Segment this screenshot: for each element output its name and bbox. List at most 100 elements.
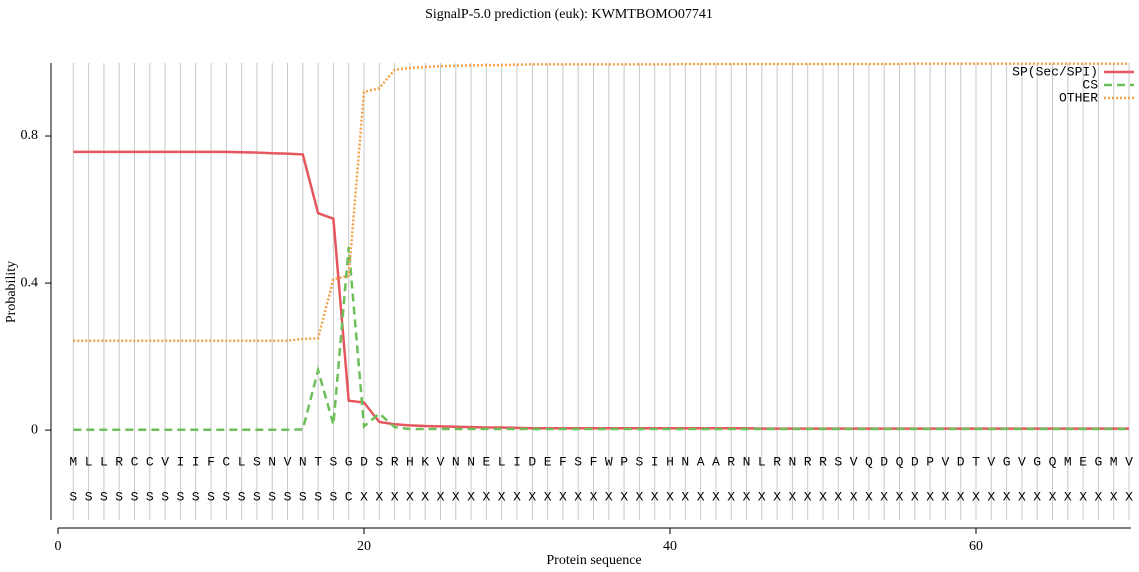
series-line (73, 150, 1129, 430)
x-tick-label: 60 (969, 539, 983, 554)
residue: P (620, 454, 628, 469)
annotation: X (620, 489, 628, 504)
annotation: X (1018, 489, 1026, 504)
x-tick-label: 20 (357, 539, 371, 554)
residue: S (635, 454, 643, 469)
residue: C (131, 454, 139, 469)
annotation: X (773, 489, 781, 504)
annotation: X (498, 489, 506, 504)
annotation: X (360, 489, 368, 504)
annotation: S (299, 489, 307, 504)
annotation: S (146, 489, 154, 504)
residue: N (788, 454, 796, 469)
annotation: X (574, 489, 582, 504)
annotation: S (314, 489, 322, 504)
annotation: X (972, 489, 980, 504)
residue: T (314, 454, 322, 469)
residue: D (957, 454, 965, 469)
annotation: X (727, 489, 735, 504)
residue: S (253, 454, 261, 469)
residue: G (1003, 454, 1011, 469)
annotation: X (926, 489, 934, 504)
annotation: X (987, 489, 995, 504)
annotation: X (1125, 489, 1133, 504)
y-tick-label: 0.8 (21, 128, 39, 143)
annotation: X (681, 489, 689, 504)
residue: K (421, 454, 429, 469)
annotation: X (804, 489, 812, 504)
annotation: S (268, 489, 276, 504)
residue: G (1033, 454, 1041, 469)
residue: N (743, 454, 751, 469)
residue: V (850, 454, 858, 469)
annotation: X (528, 489, 536, 504)
residue: E (544, 454, 552, 469)
annotation: S (329, 489, 337, 504)
annotation: X (544, 489, 552, 504)
residue: G (1094, 454, 1102, 469)
x-tick-label: 40 (663, 539, 677, 554)
residue: V (284, 454, 292, 469)
residue: V (941, 454, 949, 469)
annotation: S (238, 489, 246, 504)
residue: N (268, 454, 276, 469)
annotation: X (1110, 489, 1118, 504)
annotation: S (284, 489, 292, 504)
residue: N (681, 454, 689, 469)
residue: D (911, 454, 919, 469)
annotation: S (100, 489, 108, 504)
residue: Q (865, 454, 873, 469)
residue: M (69, 454, 77, 469)
residue: Q (1049, 454, 1057, 469)
annotation: X (865, 489, 873, 504)
residue: H (666, 454, 674, 469)
residue: F (590, 454, 598, 469)
residue: N (452, 454, 460, 469)
residue: S (834, 454, 842, 469)
residue: D (360, 454, 368, 469)
annotation: X (467, 489, 475, 504)
annotation: X (758, 489, 766, 504)
residue: S (329, 454, 337, 469)
x-axis-title: Protein sequence (546, 553, 641, 568)
y-tick-label: 0.4 (21, 275, 39, 290)
residue: V (1125, 454, 1133, 469)
annotation: X (452, 489, 460, 504)
annotation: X (941, 489, 949, 504)
legend-label: SP(Sec/SPI) (1012, 64, 1098, 79)
annotation: X (482, 489, 490, 504)
annotation: S (253, 489, 261, 504)
residue: L (758, 454, 766, 469)
annotation: X (590, 489, 598, 504)
annotation: X (1064, 489, 1072, 504)
annotation: X (712, 489, 720, 504)
annotation: X (896, 489, 904, 504)
annotation: X (697, 489, 705, 504)
residue: R (819, 454, 827, 469)
annotation: X (605, 489, 613, 504)
residue: L (85, 454, 93, 469)
residue: D (528, 454, 536, 469)
residue: N (299, 454, 307, 469)
annotation: X (421, 489, 429, 504)
annotation: X (635, 489, 643, 504)
residue: V (1018, 454, 1026, 469)
residue: P (926, 454, 934, 469)
residue: V (161, 454, 169, 469)
residue: H (406, 454, 414, 469)
residue: R (727, 454, 735, 469)
y-axis-title: Probability (4, 261, 19, 323)
residue: L (238, 454, 246, 469)
annotation: X (788, 489, 796, 504)
residue: I (176, 454, 184, 469)
annotation: X (743, 489, 751, 504)
x-tick-label: 0 (55, 539, 62, 554)
residue: T (972, 454, 980, 469)
residue: I (651, 454, 659, 469)
residue: I (513, 454, 521, 469)
annotation: X (1079, 489, 1087, 504)
residue: M (1064, 454, 1072, 469)
annotation: S (161, 489, 169, 504)
series-line (73, 246, 1129, 431)
